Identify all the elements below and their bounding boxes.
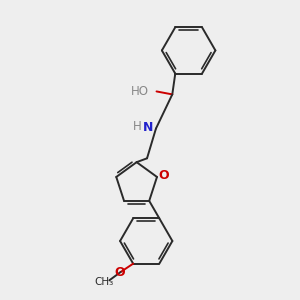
Text: N: N [143,121,154,134]
Text: O: O [115,266,125,279]
Text: H: H [133,120,142,133]
Text: O: O [158,169,169,182]
Text: CH₃: CH₃ [94,277,114,287]
Text: HO: HO [130,85,148,98]
